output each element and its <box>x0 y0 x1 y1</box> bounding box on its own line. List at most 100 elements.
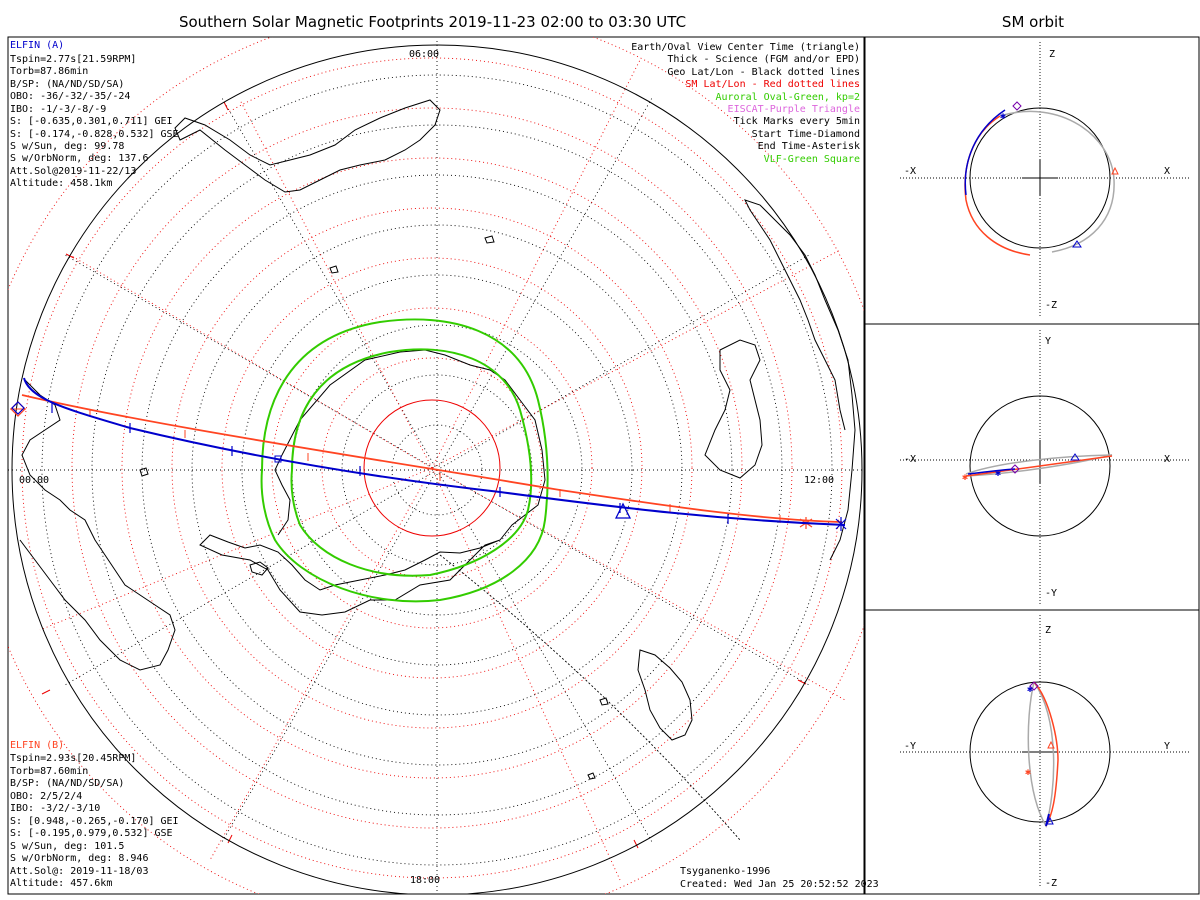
elfin-b-line: S: [-0.195,0.979,0.532] GSE <box>10 828 173 839</box>
view-triangle <box>1070 453 1080 461</box>
elfin-b-line: Att.Sol@: 2019-11-18/03 <box>10 866 148 877</box>
elfin-a-start-diamond <box>11 401 25 415</box>
time-label-bottom: 18:00 <box>410 875 440 886</box>
sm-latitude-circles <box>8 37 864 894</box>
elfin-a-line: S w/Sun, deg: 99.78 <box>10 141 124 152</box>
end-asterisk: ✱ <box>1027 684 1033 695</box>
created-label: Created: Wed Jan 25 20:52:52 2023 <box>680 879 879 890</box>
model-label: Tsyganenko-1996 <box>680 866 770 877</box>
start-diamond <box>1029 681 1039 691</box>
auroral-oval-outer <box>260 318 549 603</box>
elfin-b-orbit-arc <box>965 455 1113 477</box>
axis-label-left: -Y <box>904 741 916 752</box>
time-label-right: 12:00 <box>804 475 834 486</box>
elfin-a-name: ELFIN (A) <box>10 40 64 51</box>
orbit-panel-yz: ✱ ✱ Z -Z -Y Y <box>900 615 1190 889</box>
elfin-b-line: B/SP: (NA/ND/SD/SA) <box>10 778 124 789</box>
elfin-b-info: ELFIN (B) Tspin=2.93s[20.45RPM] Torb=87.… <box>10 740 179 889</box>
map-outer-boundary <box>11 44 863 894</box>
axis-label-bottom: -Z <box>1045 300 1057 311</box>
sm-inner-circle <box>363 399 501 537</box>
elfin-a-info: ELFIN (A) Tspin=2.77s[21.59RPM] Torb=87.… <box>10 40 179 189</box>
elfin-b-orbit-arc <box>1033 681 1059 827</box>
axis-label-bottom: -Y <box>1045 588 1057 599</box>
polar-map <box>8 37 864 894</box>
legend-entry: End Time-Asterisk <box>758 141 860 152</box>
map-frame <box>7 36 865 895</box>
view-triangle <box>1072 240 1082 248</box>
orbit-panel-xz: ✱ Z -Z -X X <box>900 42 1190 318</box>
elfin-a-line: S w/OrbNorm, deg: 137.6 <box>10 153 148 164</box>
elfin-a-line: Tspin=2.77s[21.59RPM] <box>10 54 136 65</box>
elfin-a-line: S: [-0.635,0.301,0.711] GEI <box>10 116 173 127</box>
geo-longitude-lines <box>8 40 864 894</box>
elfin-a-line: Torb=87.86min <box>10 66 88 77</box>
orbit-panel-xy: ✱ ✱ Y -Y -X X <box>900 330 1190 604</box>
start-diamond <box>1010 464 1020 474</box>
axis-label-right: X <box>1164 454 1170 465</box>
elfin-b-tick-marks <box>89 409 781 523</box>
end-asterisk: ✱ <box>1000 111 1006 122</box>
elfin-b-line: OBO: 2/5/2/4 <box>10 791 82 802</box>
view-triangle <box>1046 816 1054 825</box>
end-asterisk: ✱ <box>995 468 1001 479</box>
elfin-b-line: S: [0.948,-0.265,-0.170] GEI <box>10 816 179 827</box>
elfin-a-line: B/SP: (NA/ND/SD/SA) <box>10 79 124 90</box>
legend-entry: Start Time-Diamond <box>752 129 860 140</box>
vlf-marker <box>274 455 282 463</box>
axis-label-top: Z <box>1049 49 1055 60</box>
elfin-a-line: S: [-0.174,-0.828,0.532] GSE <box>10 129 179 140</box>
start-diamond <box>1012 101 1022 111</box>
coastlines <box>19 99 856 780</box>
sm-longitude-lines <box>39 59 846 881</box>
view-triangle-b <box>1111 166 1119 175</box>
elfin-b-line: S w/OrbNorm, deg: 8.946 <box>10 853 148 864</box>
elfin-a-tick-marks <box>51 403 729 524</box>
axis-label-right: X <box>1164 166 1170 177</box>
axis-label-bottom: -Z <box>1045 878 1057 889</box>
elfin-a-line: IBO: -1/-3/-8/-9 <box>10 104 106 115</box>
elfin-b-line: IBO: -3/2/-3/10 <box>10 803 100 814</box>
legend-entry: Tick Marks every 5min <box>734 116 860 127</box>
elfin-a-line: Att.Sol@2019-11-22/13 <box>10 166 136 177</box>
view-triangle-b <box>1047 740 1055 749</box>
elfin-b-track <box>21 394 843 523</box>
end-asterisk-b: ✱ <box>1025 767 1031 778</box>
elfin-b-line: S w/Sun, deg: 101.5 <box>10 841 124 852</box>
orbit-frame-xz <box>864 36 1200 325</box>
elfin-a-end-asterisk <box>835 517 847 531</box>
auroral-oval-inner <box>290 348 533 577</box>
time-label-top: 06:00 <box>409 49 439 60</box>
axis-label-right: Y <box>1164 741 1170 752</box>
orbit-back-arc <box>965 454 1113 477</box>
axis-label-left: -X <box>904 166 916 177</box>
elfin-a-orbit-arc <box>964 109 1006 196</box>
axis-label-top: Z <box>1045 625 1051 636</box>
legend-entry: Thick - Science (FGM and/or EPD) <box>667 54 860 65</box>
axis-label-top: Y <box>1045 336 1051 347</box>
legend-entry: Auroral Oval-Green, kp=2 <box>716 92 861 103</box>
elfin-a-line: OBO: -36/-32/-35/-24 <box>10 91 130 102</box>
elfin-a-line: Altitude: 458.1km <box>10 178 112 189</box>
elfin-a-view-center-triangle <box>614 502 632 519</box>
elfin-b-line: Altitude: 457.6km <box>10 878 112 889</box>
elfin-b-line: Tspin=2.93s[20.45RPM] <box>10 753 136 764</box>
elfin-a-track <box>23 377 846 526</box>
legend: Earth/Oval View Center Time (triangle) T… <box>631 42 860 165</box>
elfin-b-line: Torb=87.60min <box>10 766 88 777</box>
legend-entry: EISCAT-Purple Triangle <box>728 104 860 115</box>
legend-entry: SM Lat/Lon - Red dotted lines <box>685 79 860 90</box>
legend-entry: Earth/Oval View Center Time (triangle) <box>631 42 860 53</box>
orbit-frame-yz <box>864 609 1200 895</box>
legend-entry: VLF-Green Square <box>764 154 860 165</box>
time-label-left: 00:00 <box>19 475 49 486</box>
elfin-b-name: ELFIN (B) <box>10 740 64 751</box>
orbit-panel-title: SM orbit <box>1001 13 1065 31</box>
legend-entry: Geo Lat/Lon - Black dotted lines <box>667 67 860 78</box>
orbit-back-arc <box>1027 681 1055 828</box>
sm-boundary-ticks <box>41 101 807 849</box>
plot-title: Southern Solar Magnetic Footprints 2019-… <box>178 13 687 31</box>
terminator-line <box>439 554 741 841</box>
axis-label-left: -X <box>904 454 916 465</box>
